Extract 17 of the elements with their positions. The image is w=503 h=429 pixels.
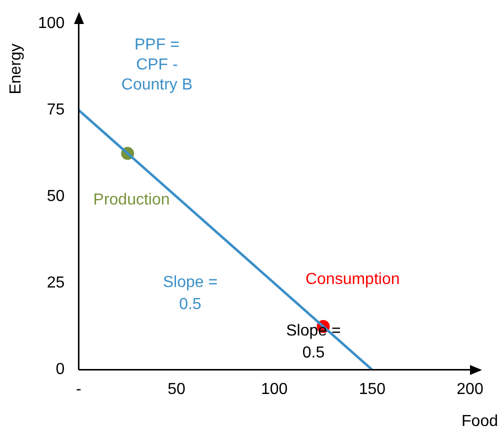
x-tick-label: - — [76, 380, 82, 398]
text: PPF = CPF - Country B — [121, 36, 193, 94]
y-tick-label: 25 — [46, 274, 65, 292]
y-tick-label: 50 — [46, 188, 65, 206]
x-tick-label: 100 — [260, 380, 288, 398]
text: Consumption — [305, 271, 400, 288]
x-tick-label: 50 — [168, 380, 186, 398]
x-axis-title: Food — [462, 413, 498, 429]
y-tick-label: 0 — [56, 361, 65, 378]
text: Production — [93, 192, 170, 209]
y-axis-title: Energy — [7, 44, 24, 94]
x-tick-label: 200 — [456, 380, 484, 398]
x-tick-label: 150 — [358, 380, 386, 398]
y-tick-label: 100 — [38, 15, 65, 32]
annotation: Slope = 0.5 — [286, 322, 341, 362]
y-tick-label: 75 — [46, 102, 65, 119]
annotation: Slope = 0.5 — [162, 274, 218, 314]
